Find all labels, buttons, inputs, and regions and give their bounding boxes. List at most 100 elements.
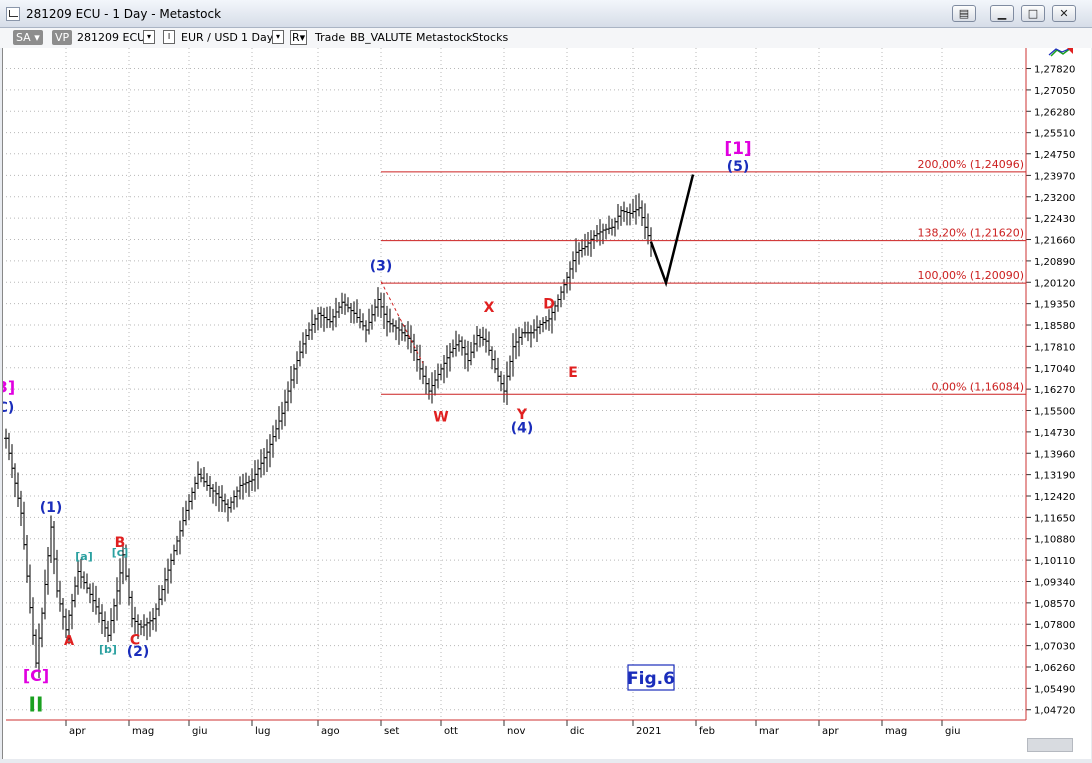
- price-bar: [79, 558, 83, 589]
- vp-button[interactable]: VP: [52, 30, 73, 45]
- period-label: 1 Day: [241, 31, 274, 44]
- wave-label: (1): [40, 500, 63, 516]
- y-tick-label: 1,22430: [1034, 214, 1075, 225]
- y-tick-label: 1,21660: [1034, 236, 1075, 247]
- month-label: ago: [321, 726, 340, 737]
- wave-label: 3]: [3, 377, 15, 396]
- price-bar: [484, 328, 488, 353]
- price-bar: [367, 308, 371, 335]
- y-tick-label: 1,11650: [1034, 513, 1075, 524]
- price-bar: [274, 419, 278, 442]
- price-chart[interactable]: 200,00% (1,24096) 138,20% (1,21620) 100,00…: [0, 47, 1091, 759]
- price-bar: [436, 363, 440, 389]
- y-tick-label: 1,16270: [1034, 385, 1075, 396]
- month-label: mag: [885, 726, 907, 737]
- close-button[interactable]: ✕: [1052, 5, 1076, 22]
- period-dropdown-icon[interactable]: ▾: [272, 30, 284, 44]
- price-bar: [31, 597, 35, 645]
- price-bar: [43, 569, 47, 620]
- y-tick-label: 1,20120: [1034, 278, 1075, 289]
- price-bar: [91, 582, 95, 612]
- price-bar: [442, 354, 446, 384]
- price-bar: [133, 606, 137, 634]
- month-label: ott: [444, 726, 458, 737]
- price-bar: [166, 558, 170, 594]
- price-bar: [349, 302, 353, 323]
- price-bar: [229, 497, 233, 513]
- chart-area[interactable]: 200,00% (1,24096) 138,20% (1,21620) 100,00…: [0, 47, 1091, 759]
- month-label: set: [384, 726, 399, 737]
- sa-dropdown[interactable]: SA ▾: [13, 30, 43, 45]
- month-label: apr: [822, 726, 839, 737]
- price-bar: [493, 350, 497, 374]
- fib-label: 0,00% (1,16084): [931, 380, 1024, 393]
- price-bar: [541, 317, 545, 333]
- price-bar: [277, 406, 281, 440]
- price-bar: [253, 460, 257, 492]
- month-label: 2021: [636, 726, 661, 737]
- restore-layout-button[interactable]: ▤: [952, 5, 976, 22]
- price-bar: [577, 242, 581, 265]
- fib-label: 200,00% (1,24096): [917, 158, 1024, 171]
- price-bar: [418, 344, 422, 380]
- price-bar: [169, 553, 173, 584]
- month-label: nov: [507, 726, 525, 737]
- price-bar: [589, 230, 593, 257]
- price-bar: [325, 306, 329, 329]
- r-label: R: [292, 31, 300, 44]
- price-bar: [178, 520, 182, 555]
- symbol-dropdown-icon[interactable]: ▾: [143, 30, 155, 44]
- price-bar: [322, 307, 326, 332]
- price-bar: [157, 585, 161, 617]
- price-bar: [475, 326, 479, 352]
- price-bar: [376, 287, 380, 317]
- price-bar: [439, 363, 443, 381]
- price-bar: [154, 603, 158, 632]
- wave-label: C): [3, 400, 14, 416]
- wave-label: [1]: [724, 139, 751, 159]
- price-bar: [397, 317, 401, 345]
- price-bar: [82, 571, 86, 590]
- chart-style-icon[interactable]: I: [163, 30, 175, 44]
- pair-label: EUR / USD: [181, 31, 238, 44]
- wave-label: [b]: [99, 643, 117, 656]
- price-bar: [172, 544, 176, 565]
- price-bar: [508, 355, 512, 381]
- y-tick-label: 1,19350: [1034, 300, 1075, 311]
- chart-grid: [6, 48, 1026, 720]
- price-bar: [613, 217, 617, 237]
- price-bar: [352, 301, 356, 324]
- price-bar: [211, 483, 215, 504]
- price-bar: [511, 333, 515, 377]
- price-bar: [571, 251, 575, 279]
- price-bar: [355, 299, 359, 323]
- stocks-label: Stocks: [472, 31, 509, 44]
- month-label: giu: [192, 726, 207, 737]
- price-bar: [586, 232, 590, 256]
- price-bar: [187, 494, 191, 521]
- price-bar: [316, 307, 320, 331]
- wave-label: (4): [511, 421, 534, 437]
- horizontal-scrollbar[interactable]: [1027, 738, 1073, 752]
- minimize-button[interactable]: ▁: [990, 5, 1014, 22]
- price-bar: [487, 331, 491, 356]
- price-bar: [472, 334, 476, 359]
- price-bar: [109, 608, 113, 641]
- price-bar: [364, 320, 368, 343]
- chart-window-icon: [6, 7, 20, 21]
- y-tick-label: 1,26280: [1034, 107, 1075, 118]
- wave-label: E: [568, 365, 578, 381]
- trade-link[interactable]: Trade: [315, 31, 346, 44]
- price-bar: [568, 261, 572, 291]
- price-bar: [460, 336, 464, 356]
- price-bar: [301, 332, 305, 359]
- r-dropdown[interactable]: R▾: [290, 30, 308, 45]
- price-bar: [280, 401, 284, 430]
- wave-tool-icon[interactable]: [1048, 47, 1073, 57]
- price-bar: [604, 223, 608, 240]
- price-bar: [523, 321, 527, 338]
- price-bar: [46, 546, 50, 595]
- maximize-button[interactable]: □: [1021, 5, 1045, 22]
- wave-label: [a]: [75, 550, 92, 563]
- price-bar: [247, 475, 251, 497]
